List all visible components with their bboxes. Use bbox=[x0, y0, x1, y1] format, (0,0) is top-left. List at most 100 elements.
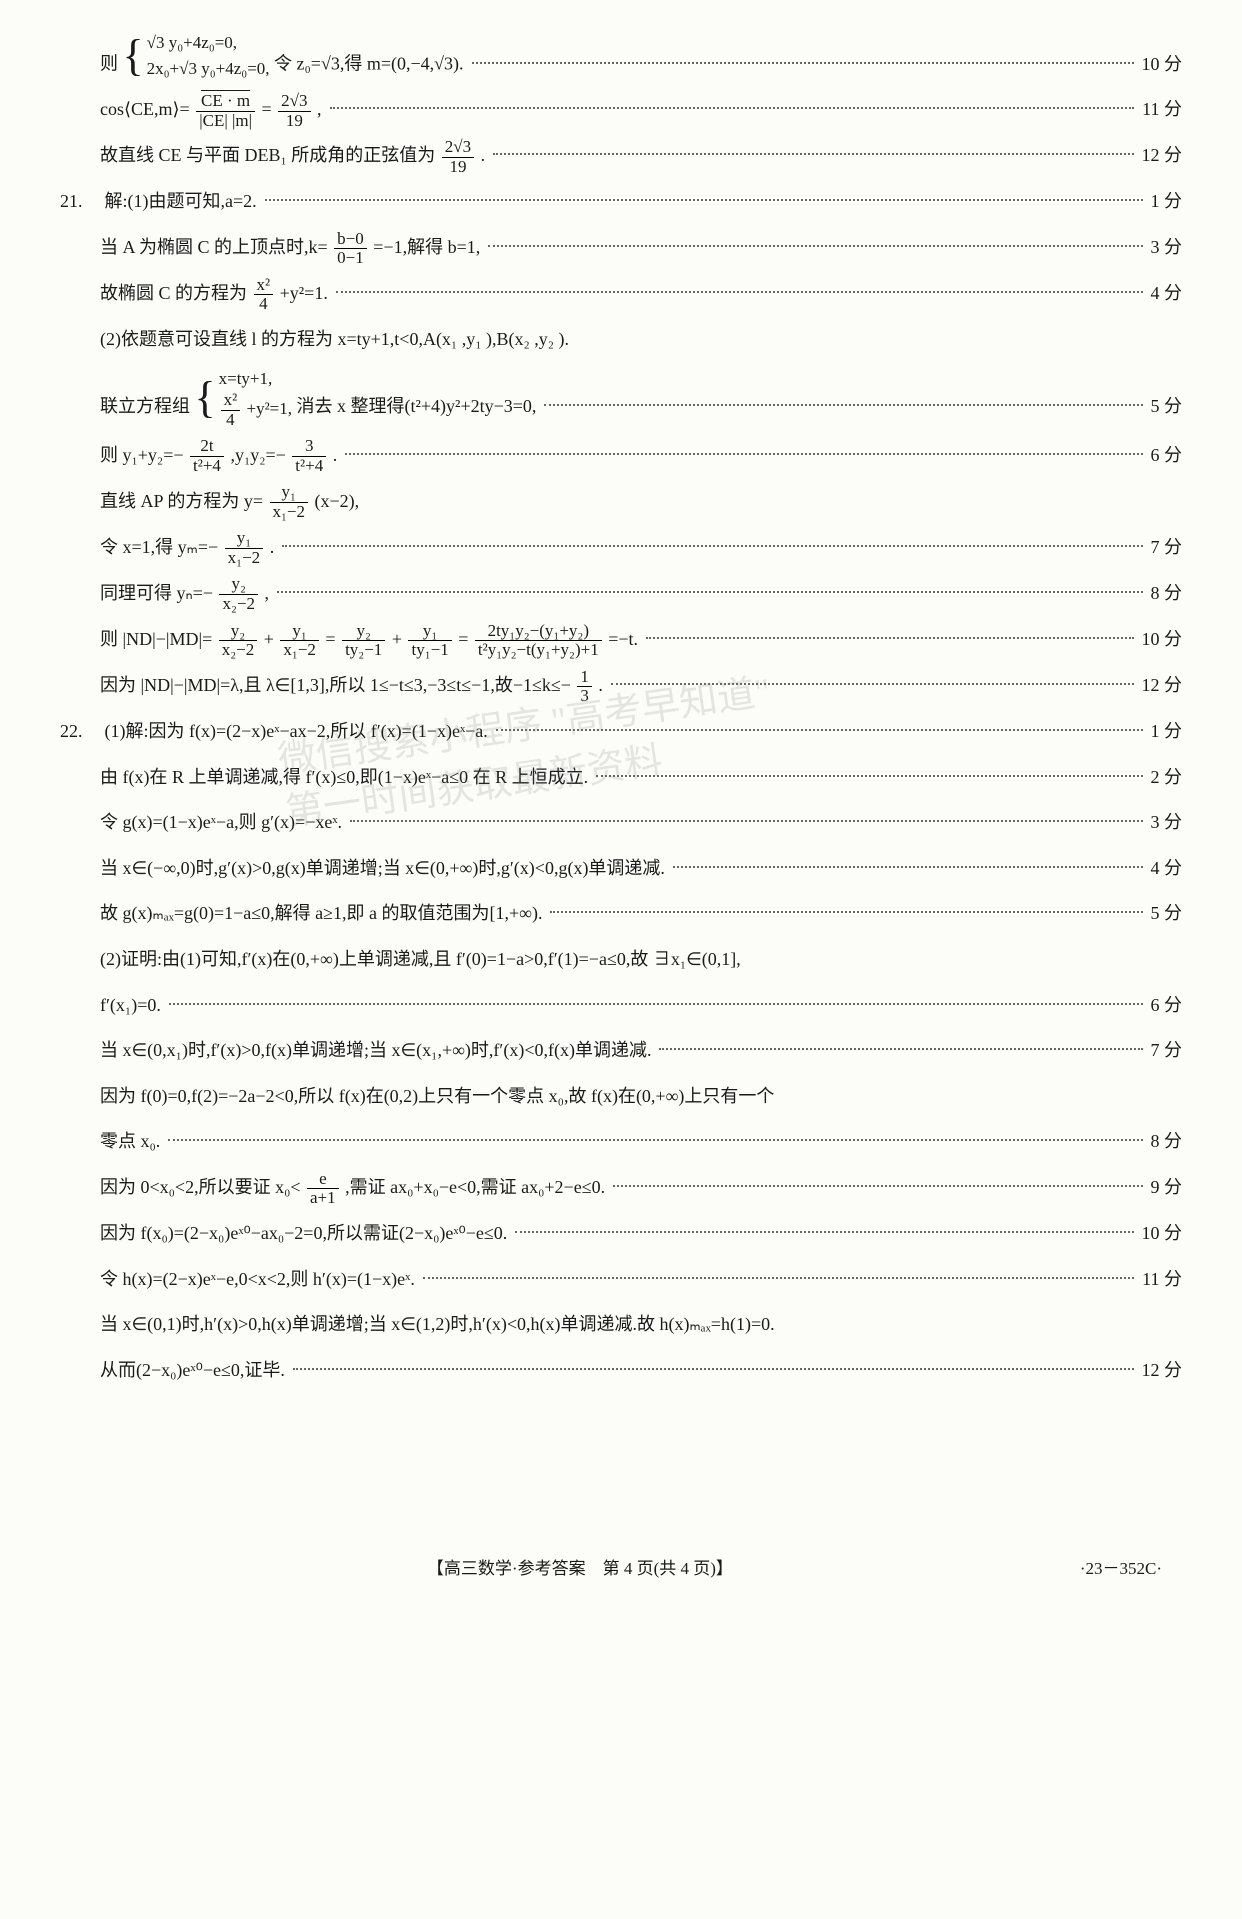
p21-l7a: 直线 AP 的方程为 y= bbox=[100, 491, 263, 511]
p22-l12a: 当 x∈(0,1)时,h′(x)>0,h(x)单调递增;当 x∈(1,2)时,h… bbox=[100, 1305, 775, 1345]
p21-l5-eq1: x=ty+1, bbox=[219, 366, 292, 392]
p20-l3-pts: 12 分 bbox=[1142, 136, 1183, 176]
p21-l10-f3n: y₂ bbox=[342, 622, 385, 642]
p22-l5-pts: 5 分 bbox=[1151, 894, 1183, 934]
p22-l8-pts: 8 分 bbox=[1151, 1122, 1183, 1162]
p22-l1-pts: 1 分 bbox=[1151, 712, 1183, 752]
p21-l10-f1n: y₂ bbox=[219, 622, 258, 642]
p21-l10-f4d: ty₁−1 bbox=[408, 641, 451, 660]
p21-line5: 联立方程组 { x=ty+1, x²4 +y²=1, 消去 x 整理得(t²+4… bbox=[60, 366, 1182, 430]
p21-l11a: 因为 |ND|−|MD|=λ,且 λ∈[1,3],所以 1≤−t≤3,−3≤t≤… bbox=[100, 675, 571, 695]
p21-l2a: 当 A 为椭圆 C 的上顶点时,k= bbox=[100, 237, 328, 257]
p20-brace-eq1: √3 y₀+4z₀=0, bbox=[147, 30, 270, 56]
p21-l10-f2n: y₁ bbox=[280, 622, 319, 642]
p22-l12-pts: 12 分 bbox=[1142, 1351, 1183, 1391]
p21-l9-den: x₂−2 bbox=[219, 595, 258, 614]
p22-line3: 令 g(x)=(1−x)eˣ−a,则 g′(x)=−xeˣ. 3 分 bbox=[60, 803, 1182, 843]
p22-l2: 由 f(x)在 R 上单调递减,得 f′(x)≤0,即(1−x)eˣ−a≤0 在… bbox=[100, 758, 588, 798]
p21-l5-eq2c: +y²=1, bbox=[246, 399, 292, 418]
p21-l10-pts: 10 分 bbox=[1142, 620, 1183, 660]
p21-l10-f1d: x₂−2 bbox=[219, 641, 258, 660]
p22-l9-den: a+1 bbox=[307, 1189, 339, 1208]
p21-l10-f5d: t²y₁y₂−t(y₁+y₂)+1 bbox=[475, 641, 602, 660]
p22-l7-pts: 7 分 bbox=[1151, 1031, 1183, 1071]
p20-brace-eq2: 2x₀+√3 y₀+4z₀=0, bbox=[147, 56, 270, 82]
p22-l6-pts: 6 分 bbox=[1151, 986, 1183, 1026]
p22-l9-num: e bbox=[307, 1170, 339, 1190]
p22-l11-pts: 11 分 bbox=[1142, 1260, 1182, 1300]
p20-l2-den: |CE| |m| bbox=[196, 112, 255, 131]
p21-line11: 因为 |ND|−|MD|=λ,且 λ∈[1,3],所以 1≤−t≤3,−3≤t≤… bbox=[60, 666, 1182, 706]
p22-line8b: 零点 x₀. 8 分 bbox=[60, 1122, 1182, 1162]
p20-line3: 故直线 CE 与平面 DEB₁ 所成角的正弦值为 2√319 . 12 分 bbox=[60, 136, 1182, 176]
p21-l6-pts: 6 分 bbox=[1151, 436, 1183, 476]
p22-line5: 故 g(x)ₘₐₓ=g(0)=1−a≤0,解得 a≥1,即 a 的取值范围为[1… bbox=[60, 894, 1182, 934]
p20-l3-den: 19 bbox=[442, 158, 474, 177]
p22-l10: 因为 f(x₀)=(2−x₀)eˣ⁰−ax₀−2=0,所以需证(2−x₀)eˣ⁰… bbox=[100, 1214, 507, 1254]
p21-l6-f1n: 2t bbox=[190, 437, 224, 457]
p21-l7-num: y₁ bbox=[270, 483, 309, 503]
p21-l7b: (x−2), bbox=[315, 491, 360, 511]
p22-l4-pts: 4 分 bbox=[1151, 849, 1183, 889]
p21-l9-num: y₂ bbox=[219, 575, 258, 595]
p22-l2-pts: 2 分 bbox=[1151, 758, 1183, 798]
p21-l9a: 同理可得 yₙ=− bbox=[100, 583, 213, 603]
p22-line12b: 从而(2−x₀)eˣ⁰−e≤0,证毕. 12 分 bbox=[60, 1351, 1182, 1391]
p21-line7: 直线 AP 的方程为 y= y₁x₁−2 (x−2), bbox=[60, 482, 1182, 522]
p21-l5-eq2a: x² bbox=[221, 391, 241, 411]
p21-line10: 则 |ND|−|MD|= y₂x₂−2 + y₁x₁−2 = y₂ty₂−1 +… bbox=[60, 620, 1182, 660]
p21-l3b: +y²=1. bbox=[280, 283, 328, 303]
p21-line2: 当 A 为椭圆 C 的上顶点时,k= b−00−1 =−1,解得 b=1, 3 … bbox=[60, 228, 1182, 268]
p21-num: 21. bbox=[60, 182, 100, 222]
p22-line1: 22. (1)解:因为 f(x)=(2−x)eˣ−ax−2,所以 f′(x)=(… bbox=[60, 712, 1182, 752]
p22-l9a: 因为 0<x₀<2,所以要证 x₀< bbox=[100, 1177, 301, 1197]
p20-l2-end: , bbox=[317, 99, 322, 119]
p22-l4: 当 x∈(−∞,0)时,g′(x)>0,g(x)单调递增;当 x∈(0,+∞)时… bbox=[100, 849, 665, 889]
p21-l1-pts: 1 分 bbox=[1151, 182, 1183, 222]
p21-l3a: 故椭圆 C 的方程为 bbox=[100, 283, 247, 303]
p22-line7: 当 x∈(0,x₁)时,f′(x)>0,f(x)单调递增;当 x∈(x₁,+∞)… bbox=[60, 1031, 1182, 1071]
p22-line11: 令 h(x)=(2−x)eˣ−e,0<x<2,则 h′(x)=(1−x)eˣ. … bbox=[60, 1260, 1182, 1300]
p22-line12a: 当 x∈(0,1)时,h′(x)>0,h(x)单调递增;当 x∈(1,2)时,h… bbox=[60, 1305, 1182, 1345]
p22-l12b: 从而(2−x₀)eˣ⁰−e≤0,证毕. bbox=[100, 1351, 285, 1391]
p21-l7-den: x₁−2 bbox=[270, 503, 309, 522]
p20-l3-content: 故直线 CE 与平面 DEB₁ 所成角的正弦值为 2√319 . bbox=[100, 136, 485, 176]
p21-line9: 同理可得 yₙ=− y₂x₂−2 , 8 分 bbox=[60, 574, 1182, 614]
p21-l9b: , bbox=[265, 583, 270, 603]
p21-l5a: 联立方程组 bbox=[100, 396, 190, 416]
p21-l10a: 则 |ND|−|MD|= bbox=[100, 629, 212, 649]
p21-l5-eq2b: 4 bbox=[221, 411, 241, 430]
p22-line8a: 因为 f(0)=0,f(2)=−2a−2<0,所以 f(x)在(0,2)上只有一… bbox=[60, 1077, 1182, 1117]
p21-l11b: . bbox=[598, 675, 603, 695]
p20-l1-content: 则 { √3 y₀+4z₀=0, 2x₀+√3 y₀+4z₀=0, 令 z₀=√… bbox=[100, 30, 464, 84]
p20-l2-content: cos⟨CE,m⟩= CE · m|CE| |m| = 2√319 , bbox=[100, 90, 322, 130]
p20-l1a: 则 bbox=[100, 54, 118, 74]
p22-line10: 因为 f(x₀)=(2−x₀)eˣ⁰−ax₀−2=0,所以需证(2−x₀)eˣ⁰… bbox=[60, 1214, 1182, 1254]
p21-l5-pts: 5 分 bbox=[1151, 387, 1183, 427]
footer-right: ·23－352C· bbox=[1080, 1550, 1162, 1587]
p22-l8a: 因为 f(0)=0,f(2)=−2a−2<0,所以 f(x)在(0,2)上只有一… bbox=[100, 1077, 774, 1117]
p21-l10-f3d: ty₂−1 bbox=[342, 641, 385, 660]
p21-l10-f2d: x₁−2 bbox=[280, 641, 319, 660]
p22-l10-pts: 10 分 bbox=[1142, 1214, 1183, 1254]
p21-l6-f2n: 3 bbox=[292, 437, 326, 457]
p21-l9-pts: 8 分 bbox=[1151, 574, 1183, 614]
p21-l8-den: x₁−2 bbox=[225, 549, 264, 568]
p21-l11-num: 1 bbox=[577, 668, 592, 688]
p21-l1: 解:(1)由题可知,a=2. bbox=[105, 191, 257, 211]
p21-l10b: =−t. bbox=[608, 629, 638, 649]
p21-l3-pts: 4 分 bbox=[1151, 274, 1183, 314]
p22-l11: 令 h(x)=(2−x)eˣ−e,0<x<2,则 h′(x)=(1−x)eˣ. bbox=[100, 1260, 415, 1300]
p21-l2-pts: 3 分 bbox=[1151, 228, 1183, 268]
p21-l8b: . bbox=[270, 537, 275, 557]
p21-l5b: 消去 x 整理得(t²+4)y²+2ty−3=0, bbox=[297, 396, 537, 416]
p22-line6b: f′(x₁)=0. 6 分 bbox=[60, 986, 1182, 1026]
p21-line8: 令 x=1,得 yₘ=− y₁x₁−2 . 7 分 bbox=[60, 528, 1182, 568]
p22-l1: (1)解:因为 f(x)=(2−x)eˣ−ax−2,所以 f′(x)=(1−x)… bbox=[105, 721, 488, 741]
p20-l3-num: 2√3 bbox=[442, 138, 474, 158]
p21-l6-f2d: t²+4 bbox=[292, 457, 326, 476]
p21-l3-num: x² bbox=[254, 276, 274, 296]
p20-l2-num: CE · m bbox=[196, 92, 255, 112]
p20-line1: 则 { √3 y₀+4z₀=0, 2x₀+√3 y₀+4z₀=0, 令 z₀=√… bbox=[60, 30, 1182, 84]
p22-l3-pts: 3 分 bbox=[1151, 803, 1183, 843]
